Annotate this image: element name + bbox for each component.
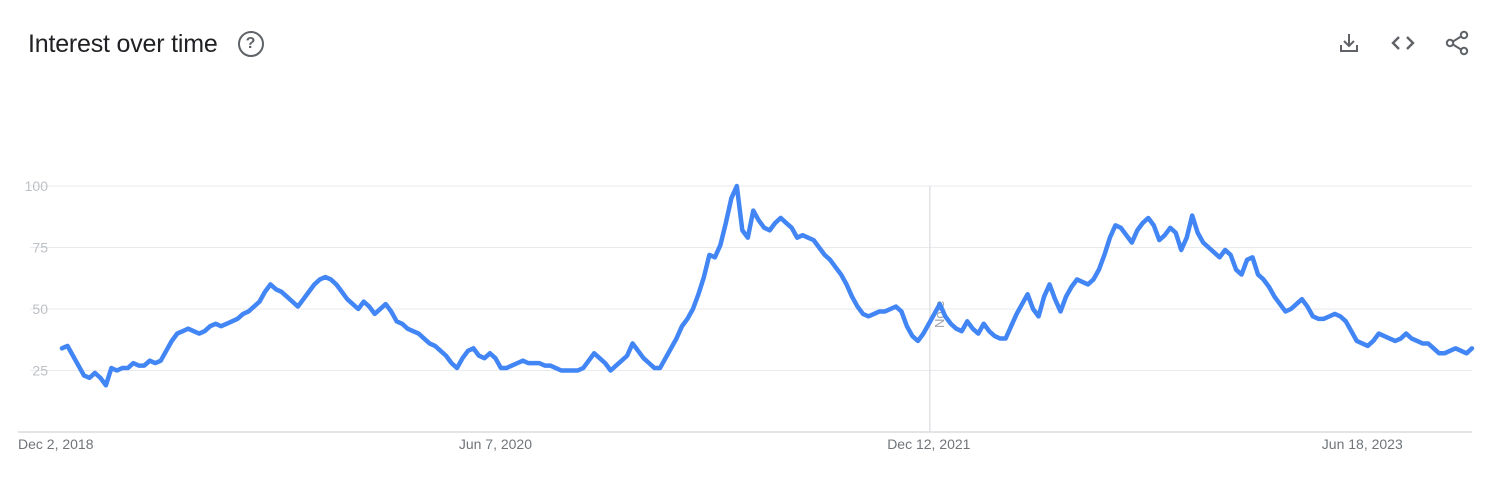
embed-code-icon[interactable] — [1388, 28, 1418, 58]
y-axis-ticks: 25 50 75 100 — [25, 178, 49, 379]
share-icon[interactable] — [1442, 28, 1472, 58]
x-tick-label: Dec 12, 2021 — [887, 436, 970, 452]
chart-toolbar — [1334, 28, 1472, 58]
series-line — [59, 183, 1475, 388]
y-tick-label: 25 — [32, 363, 48, 379]
chart-header: Interest over time ? — [28, 22, 264, 66]
chart-title: Interest over time — [28, 29, 218, 58]
download-icon[interactable] — [1334, 28, 1364, 58]
x-tick-label: Jun 18, 2023 — [1322, 436, 1403, 452]
x-tick-label: Dec 2, 2018 — [18, 436, 94, 452]
y-tick-label: 50 — [32, 301, 48, 317]
series — [59, 183, 1475, 388]
help-icon[interactable]: ? — [237, 31, 264, 57]
y-tick-label: 75 — [32, 240, 48, 256]
y-tick-label: 100 — [25, 178, 49, 194]
x-tick-label: Jun 7, 2020 — [459, 436, 532, 452]
gridlines — [18, 185, 1472, 433]
x-axis-ticks: Dec 2, 2018 Jun 7, 2020 Dec 12, 2021 Jun 18… — [18, 436, 1403, 452]
